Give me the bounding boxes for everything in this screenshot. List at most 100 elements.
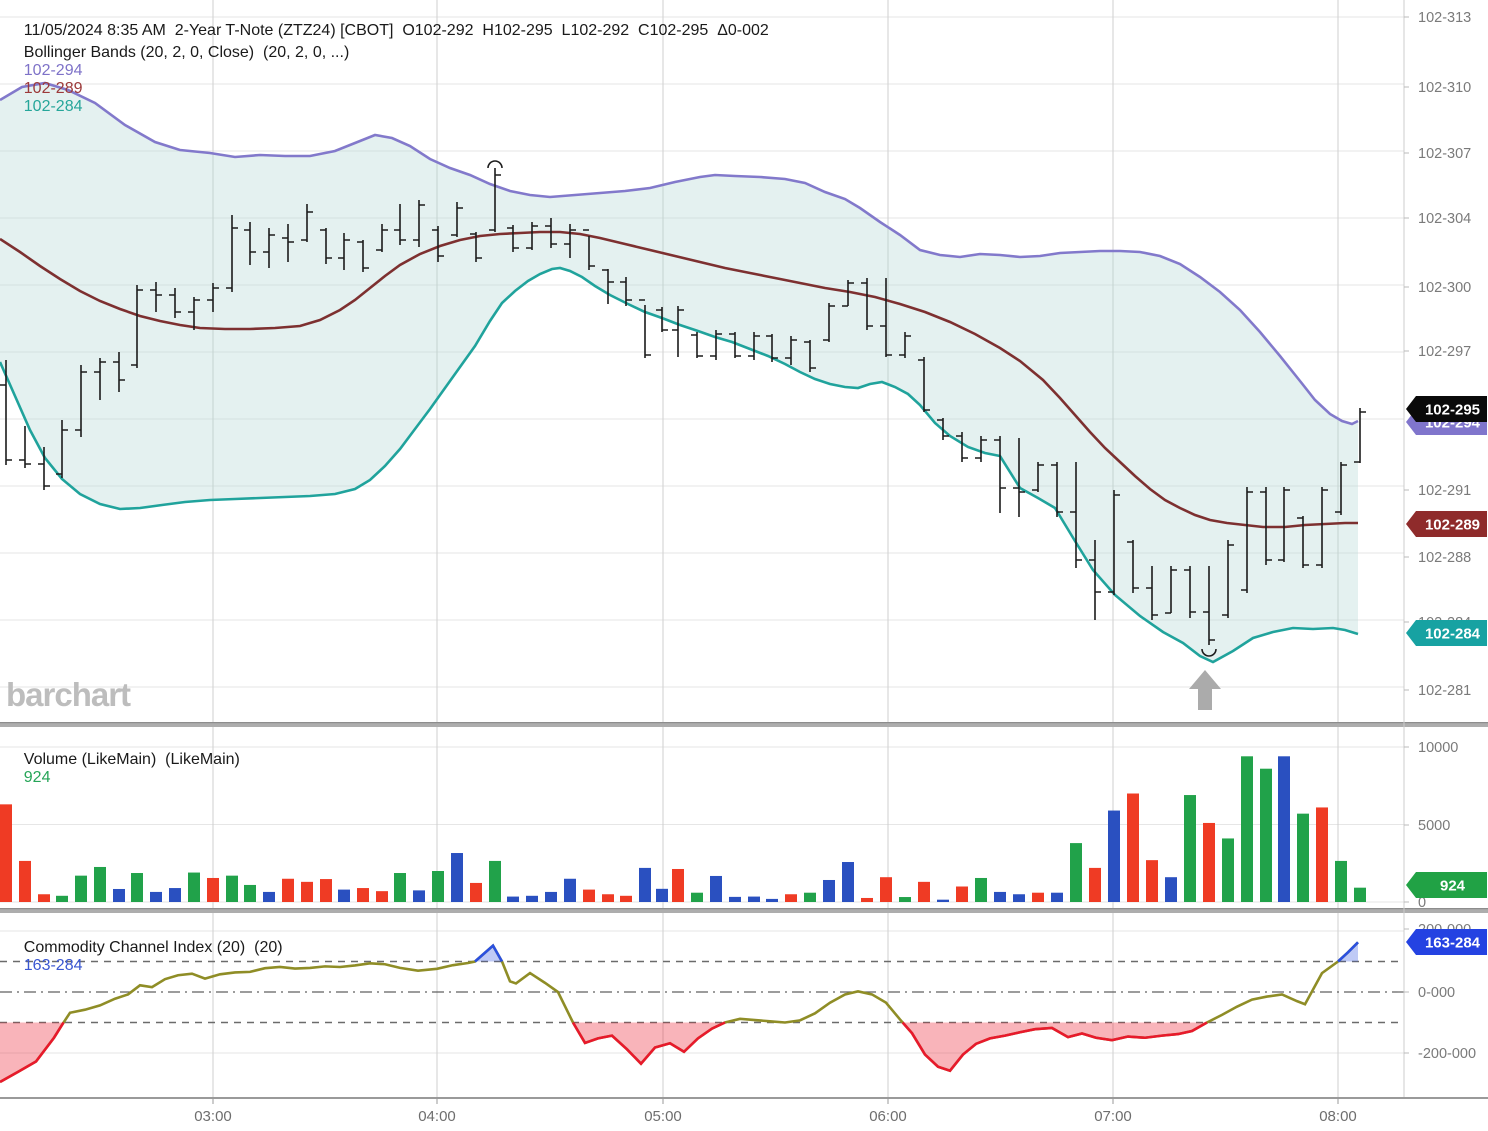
volume-bar	[169, 888, 181, 902]
time-axis-label: 03:00	[194, 1108, 232, 1125]
price-badge	[1406, 929, 1487, 955]
volume-bar	[131, 873, 143, 902]
axis-label: -200-000	[1418, 1046, 1476, 1062]
axis-label: 102-291	[1418, 483, 1471, 499]
volume-bar	[766, 898, 778, 902]
time-axis-label: 04:00	[418, 1108, 456, 1125]
cci-value: 163-284	[23, 957, 83, 974]
volume-bar	[1146, 860, 1158, 902]
cci-plot	[0, 941, 1359, 1084]
price-badge	[1406, 511, 1487, 537]
volume-bar	[639, 867, 651, 902]
volume-bar	[507, 896, 519, 902]
cci-reference-lines	[0, 960, 1404, 1024]
volume-bar	[451, 853, 463, 902]
axis-label: 0-000	[1418, 985, 1455, 1001]
volume-bar	[656, 888, 668, 902]
volume-bar	[282, 878, 294, 902]
volume-bar	[975, 877, 987, 902]
volume-bar	[75, 875, 87, 902]
volume-bar	[357, 888, 369, 902]
volume-bar	[301, 881, 313, 902]
volume-bars	[0, 756, 1366, 902]
volume-bar	[1241, 756, 1253, 902]
volume-bar	[489, 860, 501, 902]
axis-label: 102-307	[1418, 146, 1471, 162]
volume-bar	[1051, 892, 1063, 902]
panel-separators	[0, 722, 1488, 1099]
axis-label: 102-310	[1418, 80, 1471, 96]
volume-bar	[413, 890, 425, 902]
volume-bar	[842, 862, 854, 902]
axis-label: 102-300	[1418, 280, 1471, 296]
volume-header[interactable]: Volume (LikeMain) (LikeMain) 924	[6, 733, 244, 805]
time-axis-label: 05:00	[644, 1108, 682, 1125]
volume-bar	[1260, 768, 1272, 902]
time-axis: 03:00 04:00 05:00 06:00 07:00 08:00	[194, 1097, 1357, 1125]
quote-header-text: 11/05/2024 8:35 AM 2-Year T-Note (ZTZ24)…	[23, 22, 769, 39]
volume-bar	[1127, 793, 1139, 902]
price-badge	[1406, 396, 1487, 422]
time-axis-label: 06:00	[869, 1108, 907, 1125]
volume-bar	[338, 889, 350, 902]
axis-label: 102-297	[1418, 344, 1471, 360]
price-badge-text: 102-289	[1425, 517, 1480, 534]
volume-bar	[1165, 877, 1177, 902]
bb-lower-value: 102-284	[23, 98, 83, 115]
volume-bar	[861, 897, 873, 902]
volume-bar	[748, 896, 760, 902]
volume-bar	[545, 891, 557, 902]
volume-bar	[1203, 822, 1215, 902]
volume-label: Volume (LikeMain) (LikeMain)	[23, 751, 245, 768]
volume-bar	[602, 894, 614, 902]
volume-bar	[94, 866, 106, 902]
volume-bar	[1222, 838, 1234, 902]
volume-bar	[583, 889, 595, 902]
volume-bar	[150, 891, 162, 902]
volume-bar	[785, 894, 797, 902]
volume-bar	[394, 873, 406, 902]
study-label: Bollinger Bands (20, 2, 0, Close) (20, 2…	[23, 44, 354, 61]
volume-bar	[1335, 860, 1347, 902]
volume-bar	[1089, 867, 1101, 902]
axis-label: 5000	[1418, 818, 1450, 834]
volume-bar	[994, 891, 1006, 902]
bollinger-lower-band	[0, 266, 1359, 664]
axis-label: 102-281	[1418, 683, 1471, 699]
cci-header[interactable]: Commodity Channel Index (20) (20) 163-28…	[6, 921, 287, 993]
time-axis-label: 07:00	[1094, 1108, 1132, 1125]
high-arc-icon	[487, 160, 503, 169]
bollinger-bands	[0, 81, 1359, 664]
axis-label: 102-304	[1418, 211, 1471, 227]
extreme-markers	[487, 160, 1221, 710]
volume-bar	[1070, 843, 1082, 902]
quote-header: 11/05/2024 8:35 AM 2-Year T-Note (ZTZ24)…	[6, 4, 769, 58]
axis-label: 102-313	[1418, 10, 1471, 26]
volume-bar	[564, 878, 576, 902]
volume-bar	[620, 895, 632, 902]
time-axis-label: 08:00	[1319, 1108, 1357, 1125]
volume-bar	[226, 875, 238, 902]
price-badge-text: 163-284	[1425, 935, 1481, 952]
volume-bar	[804, 892, 816, 902]
low-arc-icon	[1201, 648, 1217, 657]
volume-bar	[470, 882, 482, 902]
axis-label: 0	[1418, 895, 1426, 911]
bollinger-upper-band	[0, 81, 1359, 426]
volume-bar	[956, 886, 968, 902]
cci-label: Commodity Channel Index (20) (20)	[23, 939, 288, 956]
volume-bar	[432, 871, 444, 902]
up-arrow-icon	[1189, 670, 1221, 710]
price-badge-text: 102-284	[1425, 626, 1481, 643]
volume-bar	[56, 895, 68, 902]
volume-bar	[691, 892, 703, 902]
volume-bar	[710, 875, 722, 902]
volume-value: 924	[23, 769, 51, 786]
volume-bar	[19, 860, 31, 902]
ohlc-bars	[0, 168, 1366, 645]
study-header[interactable]: Bollinger Bands (20, 2, 0, Close) (20, 2…	[6, 26, 354, 134]
volume-bar	[320, 879, 332, 902]
